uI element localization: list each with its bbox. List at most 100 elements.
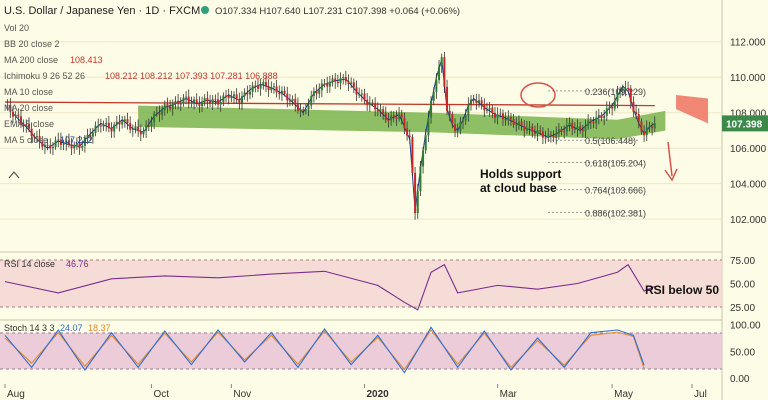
stoch-tick-label: 50.00 (730, 347, 755, 358)
indicator-label[interactable]: Vol 20 (4, 23, 29, 33)
last-price-box (722, 115, 768, 132)
price-tick-label: 106.000 (730, 144, 767, 155)
candle-body (589, 120, 592, 123)
candle-body (459, 121, 462, 131)
candle-body (294, 98, 297, 105)
last-price-label: 107.398 (726, 119, 763, 130)
candle-body (371, 102, 374, 104)
candle-body (563, 131, 566, 133)
candle-body (193, 99, 196, 103)
stoch-tick-label: 0.00 (730, 374, 750, 385)
candle-body (102, 124, 105, 127)
rsi-tick-label: 75.00 (730, 256, 755, 267)
indicator-label[interactable]: MA 10 close (4, 87, 53, 97)
candle-body (302, 109, 305, 111)
candle-body (206, 98, 209, 102)
candle-body (427, 117, 430, 136)
candle-body (440, 57, 443, 67)
indicator-label[interactable]: Ichimoku 9 26 52 26 (4, 71, 85, 81)
time-tick-label: 2020 (366, 389, 389, 400)
candle-body (523, 125, 526, 131)
candle-body (611, 106, 614, 109)
candle-body (91, 132, 94, 137)
candle-body (613, 101, 616, 109)
candle-body (155, 112, 158, 114)
candle-body (605, 108, 608, 116)
candle-body (198, 103, 201, 107)
candle-body (243, 92, 246, 97)
candle-body (62, 143, 65, 145)
candle-body (259, 84, 262, 89)
candle-body (454, 124, 457, 131)
candle-body (470, 99, 473, 105)
candle-body (83, 138, 86, 146)
candle-body (315, 91, 318, 94)
candle-body (126, 119, 129, 124)
candle-body (54, 140, 57, 147)
candle-body (384, 112, 387, 121)
candle-body (637, 114, 640, 122)
candle-body (153, 113, 156, 123)
candle-body (645, 127, 648, 136)
candle-body (201, 101, 204, 107)
candle-body (576, 126, 579, 130)
price-tick-label: 108.000 (730, 109, 767, 120)
candle-body (278, 92, 281, 95)
candle-body (416, 191, 419, 214)
candle-body (627, 87, 630, 89)
candle-body (264, 82, 267, 87)
candle-body (496, 114, 499, 118)
candle-body (374, 102, 377, 110)
candle-body (86, 135, 89, 139)
candle-body (382, 109, 385, 113)
stoch-label: Stoch 14 3 3 (4, 323, 55, 333)
indicator-label[interactable]: MA 20 close (4, 103, 53, 113)
candle-body (25, 124, 28, 127)
indicator-label[interactable]: MA 5 close (4, 135, 48, 145)
candle-body (99, 125, 102, 127)
candle-body (446, 86, 449, 111)
candle-body (291, 98, 294, 101)
candle-body (59, 139, 62, 145)
candle-body (65, 140, 68, 144)
stoch-k-line (4, 326, 645, 374)
candle-body (187, 96, 190, 103)
candle-body (430, 100, 433, 118)
rsi-value: 46.76 (66, 259, 89, 269)
ichimoku-cloud-bearish (676, 94, 708, 124)
candle-body (432, 91, 435, 101)
candle-body (419, 166, 422, 192)
candle-body (483, 103, 486, 111)
candle-body (376, 109, 379, 112)
candle-body (488, 107, 491, 110)
candle-body (531, 126, 534, 132)
candle-body (41, 141, 44, 147)
indicator-label[interactable]: MA 200 close (4, 55, 58, 65)
candle-body (262, 82, 265, 85)
time-tick-label: Nov (233, 389, 251, 400)
collapse-legend-icon[interactable] (8, 171, 20, 179)
fib-level-label: 0.764(103.666) (585, 186, 646, 196)
candle-body (547, 134, 550, 138)
candle-body (283, 90, 286, 94)
main-note-line-1: Holds support (480, 167, 561, 181)
indicator-label[interactable]: EMA 5 close (4, 119, 54, 129)
candle-body (512, 118, 515, 125)
candle-body (67, 140, 70, 145)
candle-body (113, 124, 116, 132)
fib-level-label: 0.236(109.229) (585, 87, 646, 97)
candle-body (581, 129, 584, 132)
candle-body (395, 117, 398, 119)
fib-level-label: 0.618(105.204) (585, 158, 646, 168)
candle-body (509, 116, 512, 119)
candle-body (541, 131, 544, 138)
candle-body (435, 80, 438, 92)
candle-body (161, 110, 164, 115)
candle-body (235, 94, 238, 100)
candle-body (171, 103, 174, 109)
indicator-label[interactable]: BB 20 close 2 (4, 39, 60, 49)
candle-body (267, 86, 270, 91)
candle-body (190, 102, 193, 104)
candle-body (182, 97, 185, 104)
